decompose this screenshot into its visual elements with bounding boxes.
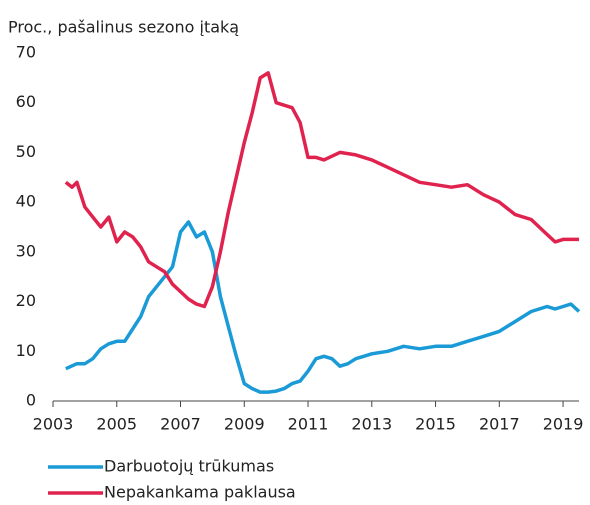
y-tick-label: 50 — [16, 142, 36, 161]
y-tick-label: 10 — [16, 341, 36, 360]
line-series — [65, 220, 581, 394]
y-tick-label: 40 — [16, 192, 36, 211]
chart-title: Proc., pašalinus sezono įtaką — [8, 18, 239, 37]
x-tick-label: 2007 — [160, 415, 201, 434]
x-tick-label: 2009 — [224, 415, 265, 434]
x-tick-label: 2011 — [288, 415, 329, 434]
legend-label: Darbuotojų trūkumas — [104, 457, 274, 476]
x-tick-label: 2013 — [351, 415, 392, 434]
y-tick-label: 30 — [16, 241, 36, 260]
x-tick-label: 2003 — [33, 415, 74, 434]
y-tick-label: 70 — [16, 43, 36, 62]
x-tick-label: 2005 — [96, 415, 137, 434]
line-series — [64, 71, 579, 309]
legend-label: Nepakankama paklausa — [104, 483, 296, 502]
y-tick-label: 0 — [26, 391, 36, 410]
y-tick-label: 20 — [16, 291, 36, 310]
x-tick-label: 2015 — [415, 415, 456, 434]
x-tick-label: 2019 — [543, 415, 584, 434]
y-tick-label: 60 — [16, 92, 36, 111]
x-tick-label: 2017 — [479, 415, 520, 434]
